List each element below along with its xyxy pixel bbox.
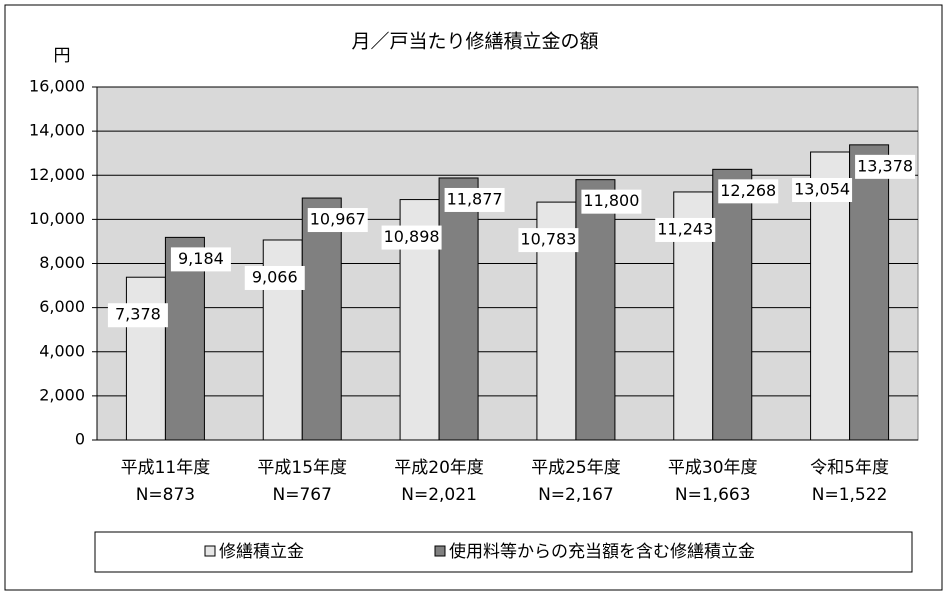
value-label: 13,054 [794,179,850,198]
x-tick-sublabel: N=767 [273,485,332,505]
y-tick-label: 4,000 [39,341,85,360]
bar [125,276,166,441]
x-tick-label: 平成30年度 [668,458,758,478]
x-tick-label: 平成25年度 [531,458,621,478]
y-tick-label: 8,000 [39,253,85,272]
value-label-box [244,265,305,290]
value-label-box [107,303,168,328]
x-tick-sublabel: N=873 [136,485,195,505]
value-label-box [170,247,231,272]
y-tick-label: 10,000 [29,209,85,228]
value-label-box [444,187,505,212]
x-tick-label: 平成20年度 [394,458,484,478]
x-tick-label: 平成15年度 [257,458,347,478]
legend-swatch [434,545,446,557]
y-tick-label: 16,000 [29,77,85,96]
value-label: 10,898 [384,227,440,246]
x-tick-sublabel: N=1,522 [812,485,888,505]
legend-label: 修繕積立金 [219,542,304,562]
y-tick-label: 6,000 [39,297,85,316]
bar [712,168,753,441]
x-tick-label: 平成11年度 [121,458,211,478]
value-label: 7,378 [115,305,161,324]
x-tick-sublabel: N=2,167 [538,485,614,505]
value-label-box [518,228,579,253]
bar [301,197,342,441]
value-label-box [655,217,716,242]
value-label: 10,783 [520,230,576,249]
value-label: 9,184 [178,249,224,268]
value-label: 11,800 [583,191,639,210]
legend-swatch [204,545,216,557]
y-tick-label: 0 [75,430,85,449]
bar [438,177,479,441]
x-tick-label: 令和5年度 [810,458,889,478]
value-label-box [307,208,368,233]
y-tick-label: 12,000 [29,165,85,184]
value-label-box [381,225,442,250]
value-label: 10,967 [310,210,366,229]
y-axis-label: 円 [54,46,71,66]
value-label-box [718,179,779,204]
y-tick-label: 14,000 [29,121,85,140]
bar [849,144,890,441]
bar [575,179,616,441]
value-label: 11,877 [447,189,503,208]
x-tick-sublabel: N=2,021 [401,485,477,505]
value-label-box [581,189,642,214]
value-label-box [792,177,853,202]
x-tick-sublabel: N=1,663 [675,485,751,505]
value-label: 9,066 [252,267,298,286]
chart-title: 月／戸当たり修繕積立金の額 [351,31,598,53]
legend-label: 使用料等からの充当額を含む修繕積立金 [449,541,755,562]
legend-box [94,531,913,573]
value-label: 12,268 [720,181,776,200]
y-tick-label: 2,000 [39,385,85,404]
value-label: 11,243 [657,219,713,238]
value-label: 13,378 [857,156,913,175]
value-label-box [855,154,916,179]
